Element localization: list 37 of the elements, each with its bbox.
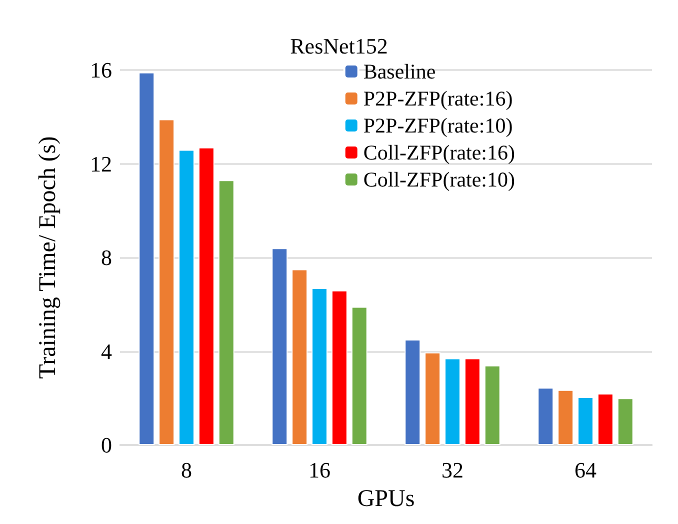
legend-label: Coll-ZFP(rate:10) (363, 168, 516, 192)
y-axis-title: Training Time/ Epoch (s) (35, 136, 61, 379)
bar (158, 119, 175, 445)
bar (292, 269, 308, 445)
bar (617, 398, 634, 445)
x-tick-label: 8 (181, 458, 192, 482)
bar (558, 390, 574, 445)
x-tick-label: 32 (442, 458, 464, 482)
y-tick-label: 0 (101, 432, 112, 458)
y-tick-label: 8 (101, 245, 112, 270)
bar (312, 288, 328, 445)
bar (538, 388, 554, 445)
bar (464, 358, 480, 445)
bar (404, 340, 421, 445)
x-tick-label: 64 (574, 458, 596, 482)
legend-label: P2P-ZFP(rate:10) (363, 114, 513, 138)
bar (218, 180, 234, 445)
bar (178, 150, 194, 445)
x-axis-title: GPUs (357, 486, 415, 512)
bar (351, 306, 368, 445)
bar (138, 72, 155, 445)
y-tick-label: 16 (90, 58, 112, 82)
bar (424, 352, 441, 445)
bar (331, 290, 348, 445)
chart-title: ResNet152 (290, 34, 388, 58)
legend-label: Coll-ZFP(rate:16) (363, 140, 516, 164)
legend-label: P2P-ZFP(rate:16) (363, 86, 513, 110)
bar (198, 147, 214, 445)
bar (484, 365, 500, 445)
bar (272, 248, 288, 445)
x-tick-label: 16 (308, 458, 330, 482)
bar (578, 396, 594, 445)
y-tick-label: 4 (101, 338, 112, 364)
bar (444, 358, 460, 445)
legend-label: Baseline (363, 60, 436, 84)
bar (597, 393, 614, 445)
y-tick-label: 12 (90, 151, 112, 176)
